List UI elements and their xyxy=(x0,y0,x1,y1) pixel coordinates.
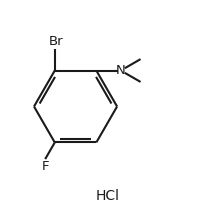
Text: N: N xyxy=(116,64,126,77)
Text: F: F xyxy=(41,160,49,173)
Text: HCl: HCl xyxy=(95,189,120,203)
Text: Br: Br xyxy=(49,35,63,48)
